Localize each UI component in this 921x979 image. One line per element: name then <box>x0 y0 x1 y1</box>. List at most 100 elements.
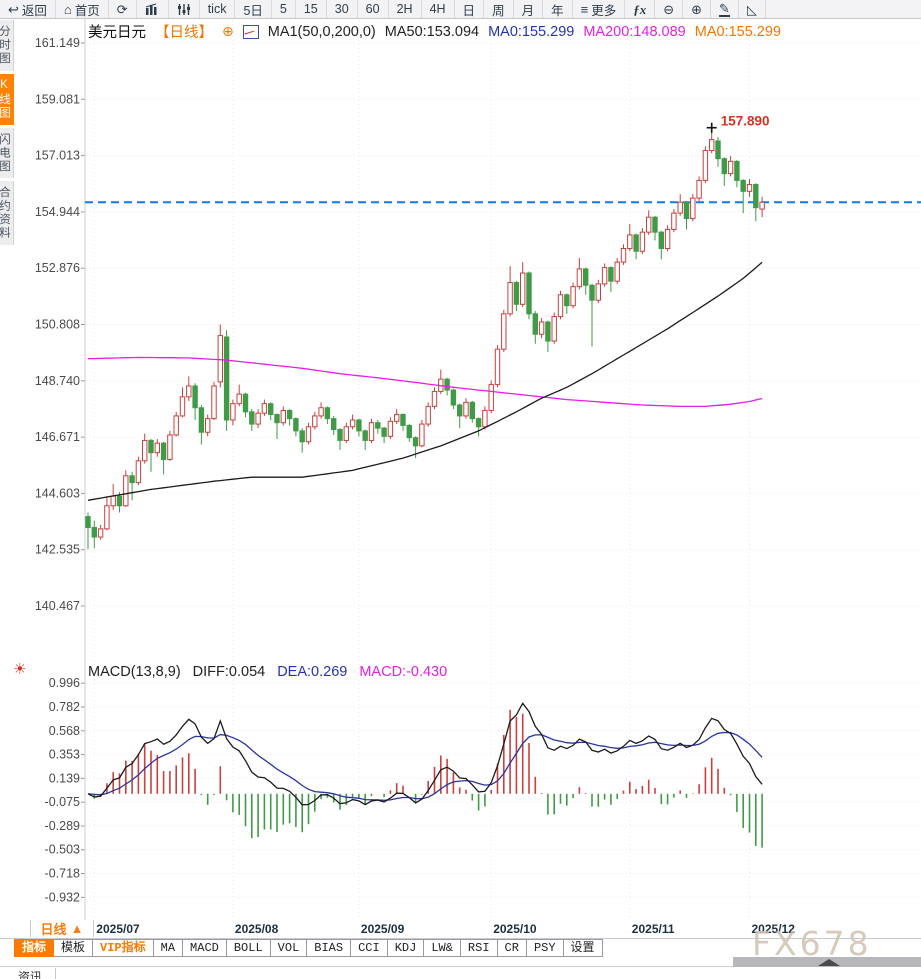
candle-body <box>671 212 677 230</box>
sidebar-item-闪电图[interactable]: 闪电图 <box>0 127 14 178</box>
candle-body <box>677 201 683 214</box>
news-tab-label[interactable]: 资讯 <box>18 970 43 979</box>
ma0-blue-value: MA0:155.299 <box>488 23 575 40</box>
toolbar-item-60[interactable]: 60 <box>358 0 389 18</box>
macd-axis-label: -0.932 <box>45 890 80 904</box>
candle-body <box>97 528 104 538</box>
tab-LW&[interactable]: LW& <box>424 939 461 957</box>
toolbar-item-tick[interactable]: tick <box>200 0 236 18</box>
tab-MA[interactable]: MA <box>153 939 184 957</box>
tab-BIAS[interactable]: BIAS <box>307 939 352 957</box>
tab-MACD[interactable]: MACD <box>183 939 227 957</box>
zoom-out-icon[interactable]: ⊖ <box>655 0 684 18</box>
macd-title[interactable]: MACD(13,8,9) <box>88 664 181 680</box>
candle-body <box>135 460 142 484</box>
home-icon[interactable]: ⌂ 首页 <box>56 0 109 18</box>
candle-body <box>652 216 658 233</box>
y-axis-label: 150.808 <box>35 318 80 332</box>
macd-bar-value: MACD:-0.430 <box>359 664 448 680</box>
candle-body <box>727 160 734 175</box>
candle-body <box>142 439 148 462</box>
kline-chart-icon[interactable] <box>137 0 169 18</box>
tab-CCI[interactable]: CCI <box>351 939 388 957</box>
candle-body <box>167 434 173 460</box>
candle-body <box>116 495 123 507</box>
macd-dea-line <box>87 731 763 801</box>
sidebar-item-K线图[interactable]: K线图 <box>0 73 14 125</box>
toolbar-item-30[interactable]: 30 <box>327 0 358 18</box>
tab-VIP指标[interactable]: VIP指标 <box>93 939 154 957</box>
candle-body <box>614 261 620 282</box>
news-divider <box>55 968 56 979</box>
macd-axis-label: 0.996 <box>49 676 80 690</box>
candle-body <box>331 418 337 431</box>
toolbar-item-日[interactable]: 日 <box>455 0 485 18</box>
tab-RSI[interactable]: RSI <box>460 939 498 957</box>
bottom-divider <box>0 966 921 967</box>
add-compare-icon[interactable]: ⊕ <box>222 23 234 39</box>
candle-body <box>646 216 652 233</box>
toolbar-item-4H[interactable]: 4H <box>422 0 455 18</box>
toolbar-item-5[interactable]: 5 <box>272 0 296 18</box>
indicator-settings-sun-icon[interactable]: ☀ <box>13 661 27 678</box>
candle-body <box>469 401 476 420</box>
menu-icon[interactable]: ≡ 更多 <box>573 0 626 18</box>
macd-axis-label: 0.139 <box>49 771 80 785</box>
candle-body <box>740 179 746 192</box>
angle-measure-icon[interactable]: ◺ <box>739 0 766 18</box>
candle-body <box>526 272 532 315</box>
candle-body <box>753 184 759 209</box>
toolbar-item-5日[interactable]: 5日 <box>235 0 272 18</box>
back-arrow-icon[interactable]: ↩ 返回 <box>0 0 56 18</box>
horizontal-scrollbar[interactable] <box>733 957 921 967</box>
candle-body <box>312 415 318 428</box>
y-axis-label: 142.535 <box>35 543 80 557</box>
candle-body <box>513 282 520 305</box>
refresh-icon[interactable]: ⟳ <box>109 0 137 18</box>
mini-chart-icon[interactable] <box>242 24 259 39</box>
period-selector-label: 日线 <box>40 922 67 937</box>
pencil-draw-icon[interactable]: ✎ <box>711 0 739 18</box>
tab-PSY[interactable]: PSY <box>526 939 564 957</box>
macd-axis-label: 0.568 <box>49 724 80 738</box>
candle-body <box>211 385 217 420</box>
ma200-value: MA200:148.089 <box>583 23 686 40</box>
tab-指标[interactable]: 指标 <box>14 939 55 957</box>
tab-设置[interactable]: 设置 <box>563 939 603 957</box>
tab-BOLL[interactable]: BOLL <box>226 939 271 957</box>
zoom-in-icon[interactable]: ⊕ <box>683 0 712 18</box>
candle-body <box>387 420 394 437</box>
candle-body <box>85 516 91 529</box>
sidebar-item-分时图[interactable]: 分时图 <box>0 20 14 71</box>
y-axis-label: 140.467 <box>35 599 80 613</box>
y-axis-label: 161.149 <box>35 36 80 50</box>
scrollbar-up-arrow-icon[interactable] <box>818 959 840 966</box>
macd-diff-line <box>87 702 763 806</box>
candle-body <box>589 284 595 301</box>
sidebar-item-合约资料[interactable]: 合约资料 <box>0 181 14 245</box>
fx-function-icon[interactable]: ƒx <box>625 0 656 18</box>
toolbar-item-周[interactable]: 周 <box>484 0 514 18</box>
x-axis-label: 2025/09 <box>360 922 405 936</box>
candle-body <box>564 294 570 307</box>
candle-body <box>444 378 450 391</box>
toolbar-item-2H[interactable]: 2H <box>389 0 422 18</box>
x-axis-label: 2025/11 <box>631 922 675 936</box>
toolbar-item-月[interactable]: 月 <box>514 0 544 18</box>
ma-settings[interactable]: MA1(50,0,200,0) <box>267 23 376 40</box>
tab-KDJ[interactable]: KDJ <box>387 939 425 957</box>
ma200-line <box>87 356 763 408</box>
candle-body <box>299 430 305 443</box>
indicator-sliders-icon[interactable] <box>169 0 200 18</box>
candle-body <box>595 283 601 301</box>
tab-VOL[interactable]: VOL <box>270 939 308 957</box>
candle-body <box>601 267 608 285</box>
toolbar-item-15[interactable]: 15 <box>296 0 327 18</box>
candle-body <box>583 268 589 286</box>
period-selector[interactable]: 日线 ▲ <box>30 920 94 937</box>
toolbar-item-年[interactable]: 年 <box>543 0 573 18</box>
candle-body <box>463 401 469 417</box>
tab-模板[interactable]: 模板 <box>54 939 94 957</box>
tab-CR[interactable]: CR <box>497 939 527 957</box>
